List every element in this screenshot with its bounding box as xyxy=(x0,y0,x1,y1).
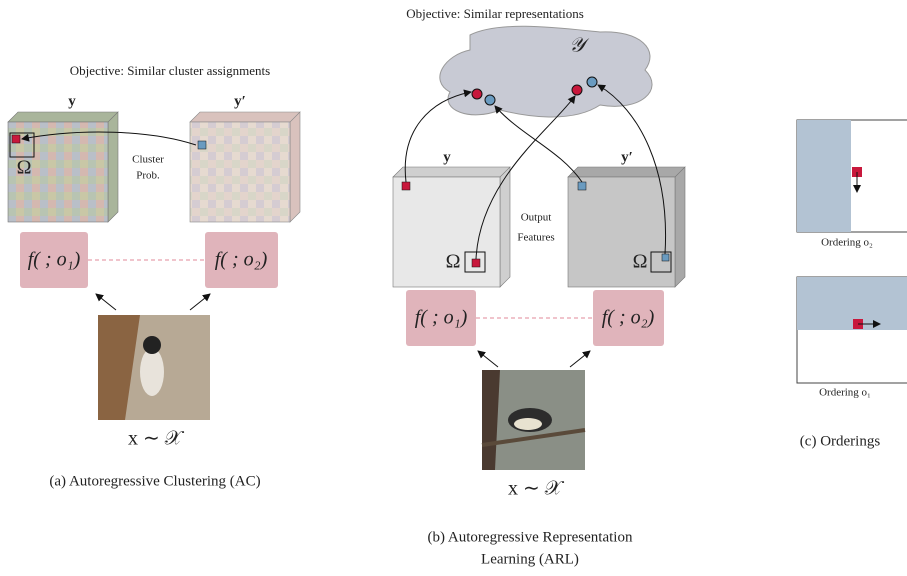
f-label: f( ; o₁) xyxy=(415,307,468,329)
caption: (a) Autoregressive Clustering (AC) xyxy=(49,473,260,489)
arrow xyxy=(96,294,116,310)
red-point xyxy=(572,85,582,95)
red-point xyxy=(472,89,482,99)
caption: (c) Orderings xyxy=(800,433,881,449)
blue-cell xyxy=(198,141,206,149)
bird-photo xyxy=(98,315,210,420)
omega: Ω xyxy=(446,251,461,273)
objective: Objective: Similar cluster assignments xyxy=(70,63,270,78)
f-label: f( ; o₂) xyxy=(602,307,655,329)
omega: Ω xyxy=(633,251,648,273)
cloud xyxy=(440,26,652,117)
bird-photo xyxy=(482,370,585,470)
caption: Learning (ARL) xyxy=(481,551,579,567)
blue-point xyxy=(485,95,495,105)
omega: Ω xyxy=(17,157,32,179)
objective: Objective: Similar representations xyxy=(406,6,584,21)
red-cell xyxy=(472,259,480,267)
red-cell xyxy=(12,135,20,143)
label-y: y xyxy=(68,93,76,109)
output-features: Output xyxy=(521,212,552,224)
output-features: Features xyxy=(517,232,554,244)
ordering-label: Ordering o₂ xyxy=(821,237,873,249)
figure: Objective: Similar cluster assignments y… xyxy=(0,0,907,576)
label-y: y xyxy=(443,149,451,165)
red-cell xyxy=(402,182,410,190)
cluster-prob: Prob. xyxy=(136,170,160,182)
input-label: x ∼ 𝒳 xyxy=(128,428,185,450)
blue-cell xyxy=(578,182,586,190)
blue-cell xyxy=(662,254,669,261)
caption: (b) Autoregressive Representation xyxy=(428,529,633,545)
ordered-region xyxy=(797,277,907,330)
cluster-prob: Cluster xyxy=(132,154,164,166)
label-y-prime: y′ xyxy=(621,149,633,165)
panel-c: Ordering o₂ Ordering o₁ (c) Orderings xyxy=(797,120,907,449)
panel-b: Objective: Similar representations 𝒴 y y… xyxy=(393,6,685,567)
arrow xyxy=(478,351,498,367)
f-label: f( ; o₁) xyxy=(28,249,81,271)
arrow xyxy=(570,351,590,367)
cube-front xyxy=(190,122,290,222)
label-y-prime: y′ xyxy=(234,93,246,109)
ordered-region xyxy=(797,120,851,232)
cube-front xyxy=(568,177,675,287)
panel-a: Objective: Similar cluster assignments y… xyxy=(8,63,300,489)
f-label: f( ; o₂) xyxy=(215,249,268,271)
blue-point xyxy=(587,77,597,87)
input-label: x ∼ 𝒳 xyxy=(508,478,565,500)
arrow xyxy=(190,294,210,310)
ordering-label: Ordering o₁ xyxy=(819,387,871,399)
